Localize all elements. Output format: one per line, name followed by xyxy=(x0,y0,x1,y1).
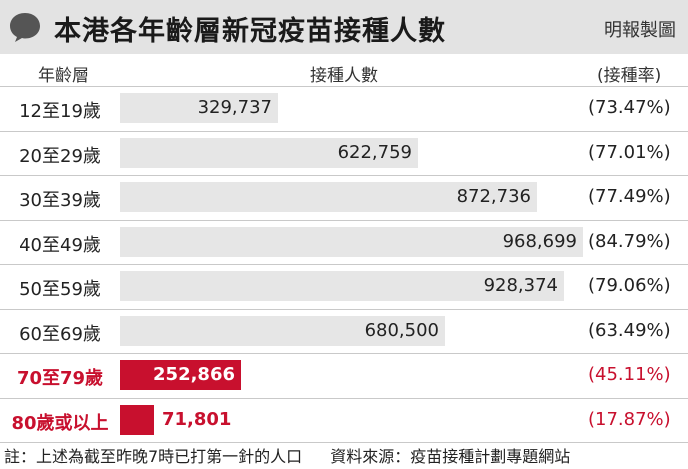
bar xyxy=(120,360,241,391)
rate-label: (17.87%) xyxy=(588,408,671,430)
rate-label: (45.11%) xyxy=(588,364,671,385)
row-divider xyxy=(0,86,688,87)
bar-value-label: 968,699 xyxy=(502,230,577,252)
row-divider xyxy=(0,175,688,176)
row-divider xyxy=(0,397,688,399)
rate-label: (77.49%) xyxy=(588,186,671,207)
column-header-count: 接種人數 xyxy=(310,66,378,86)
age-label: 40至49歲 xyxy=(19,234,101,256)
bar xyxy=(120,226,583,257)
bar xyxy=(120,315,445,346)
credit-label: 明報製圖 xyxy=(604,20,676,41)
age-label: 20至29歲 xyxy=(19,145,101,167)
title-bar: 本港各年齡層新冠疫苗接種人數 明報製圖 xyxy=(0,0,688,54)
bar-value-label: 928,374 xyxy=(483,275,558,296)
column-header-rate: (接種率) xyxy=(597,66,662,86)
bar xyxy=(120,137,418,168)
source-note: 資料來源：疫苗接種計劃專題網站 xyxy=(330,447,571,466)
age-label: 12至19歲 xyxy=(19,101,101,122)
bar-value-label: 329,737 xyxy=(197,97,272,118)
age-label: 60至69歲 xyxy=(19,323,101,345)
bar xyxy=(120,93,278,124)
row-divider xyxy=(0,308,688,310)
bar-value-label: 680,500 xyxy=(364,319,439,341)
bar xyxy=(120,404,154,435)
row-divider xyxy=(0,442,688,443)
age-label: 50至59歲 xyxy=(19,279,101,300)
age-label: 30至39歲 xyxy=(19,190,101,211)
row-divider xyxy=(0,219,688,221)
bar-value-label: 622,759 xyxy=(337,141,412,163)
bar xyxy=(120,271,564,302)
row-divider xyxy=(0,130,688,132)
column-header-age: 年齡層 xyxy=(38,66,89,86)
bar-value-label: 252,866 xyxy=(153,364,235,385)
bar-value-label: 71,801 xyxy=(162,408,232,430)
row-divider xyxy=(0,264,688,265)
rate-label: (79.06%) xyxy=(588,275,671,296)
bar xyxy=(120,182,537,213)
rate-label: (77.01%) xyxy=(588,141,671,163)
speech-bubble-icon xyxy=(10,13,40,42)
row-divider xyxy=(0,353,688,354)
footer: 註：上述為截至昨晚7時已打第一針的人口 資料來源：疫苗接種計劃專題網站 xyxy=(4,443,570,467)
rate-label: (63.49%) xyxy=(588,319,671,341)
rate-label: (73.47%) xyxy=(588,97,671,118)
chart-title: 本港各年齡層新冠疫苗接種人數 xyxy=(54,16,446,47)
rate-label: (84.79%) xyxy=(588,230,671,252)
footnote: 註：上述為截至昨晚7時已打第一針的人口 xyxy=(4,447,303,466)
age-label: 70至79歲 xyxy=(16,368,104,389)
bar-value-label: 872,736 xyxy=(456,186,531,207)
age-label: 80歲或以上 xyxy=(11,412,109,434)
